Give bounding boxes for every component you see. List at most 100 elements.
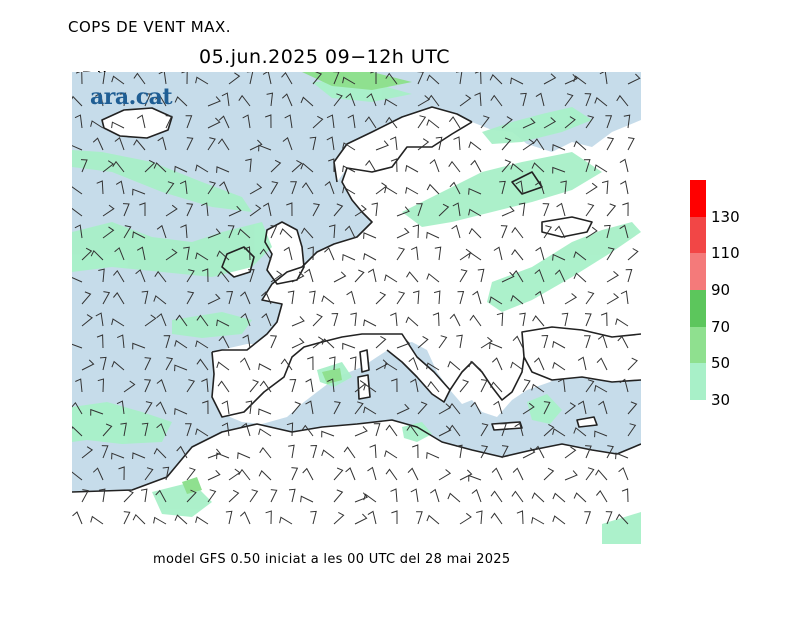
wind-barb (342, 186, 356, 195)
wind-barb (453, 136, 461, 151)
wind-barb (289, 378, 297, 393)
wind-barb (533, 357, 545, 371)
wind-barb (219, 181, 230, 195)
wind-barb (288, 488, 296, 503)
wind-barb (279, 516, 293, 525)
wind-barb (155, 401, 167, 415)
wind-barb (344, 225, 356, 239)
wind-barb (532, 315, 545, 327)
wind-barb (489, 74, 503, 85)
wind-barb (102, 291, 111, 305)
wind-barb (543, 401, 551, 415)
wind-barb (227, 225, 235, 239)
wind-barb (573, 492, 587, 503)
wind-barb (561, 312, 569, 327)
wind-barb (489, 381, 503, 393)
wind-barb (96, 334, 104, 349)
wind-barb (584, 93, 592, 107)
wind-barb (136, 114, 146, 129)
wind-barb (238, 94, 251, 107)
wind-barb (324, 180, 335, 195)
wind-barb (577, 356, 587, 371)
wind-barb (597, 334, 608, 349)
wind-barb (144, 159, 156, 173)
wind-barb (98, 488, 106, 503)
wind-barb (621, 488, 629, 503)
wind-barb (541, 334, 549, 349)
wind-barb (391, 378, 398, 393)
wind-barb (470, 401, 482, 415)
wind-barb (619, 224, 629, 239)
wind-barb (74, 224, 83, 239)
wind-barb (573, 75, 587, 85)
wind-barb (290, 181, 298, 195)
wind-barb (600, 312, 608, 327)
wind-barb (410, 246, 419, 261)
wind-barb (72, 207, 83, 217)
wind-barb (370, 72, 377, 84)
wind-barb (321, 430, 335, 438)
wind-barb (354, 401, 364, 415)
wind-barb (347, 114, 356, 129)
wind-barb (451, 224, 461, 239)
wind-barb (364, 116, 377, 129)
wind-barb (175, 314, 188, 327)
wind-barb (480, 423, 489, 437)
wind-barb (396, 206, 410, 217)
gust-band-50-70 (182, 72, 412, 494)
wind-barb (522, 447, 536, 459)
wind-barb (410, 378, 419, 393)
wind-barb (349, 356, 357, 371)
wind-barb (186, 489, 197, 503)
wind-barb (396, 227, 410, 239)
wind-barb (407, 467, 419, 481)
wind-barb (249, 204, 262, 217)
wind-barb (144, 379, 152, 393)
wind-barb (429, 158, 440, 173)
wind-barb (480, 379, 488, 393)
wind-barb (493, 246, 503, 261)
wind-barb (312, 115, 324, 129)
wind-barb (207, 137, 216, 151)
wind-barb (132, 452, 146, 460)
wind-barb (459, 94, 472, 107)
wind-barb (354, 492, 368, 503)
wind-barb (174, 514, 188, 525)
wind-barb (307, 356, 314, 371)
wind-barb (489, 296, 503, 305)
wind-barb (490, 490, 503, 503)
wind-barb (535, 246, 545, 261)
north-africa-land (72, 420, 641, 544)
wind-barb (390, 312, 398, 327)
wind-barb (221, 422, 230, 437)
wind-barb (300, 495, 314, 503)
wind-barb (412, 444, 419, 459)
wind-barb (286, 422, 294, 437)
wind-barb (564, 93, 574, 107)
wind-barb (406, 424, 419, 437)
wind-barb (396, 338, 411, 349)
wind-barb (201, 378, 209, 393)
wind-barb (321, 295, 335, 305)
wind-barb (120, 422, 127, 437)
wind-barb (165, 357, 174, 371)
wind-barb (165, 248, 178, 261)
wind-barb (474, 92, 482, 107)
wind-barb (564, 73, 578, 85)
wind-barb (321, 449, 335, 459)
wind-barb (261, 313, 272, 327)
wind-barb (531, 162, 545, 173)
wind-barb (141, 290, 149, 305)
wind-barb (195, 252, 209, 261)
wind-barb (622, 202, 629, 217)
wind-barb (195, 164, 209, 173)
wind-barb (183, 246, 190, 261)
wind-barb (201, 268, 209, 283)
wind-barb (226, 290, 234, 305)
ara-cat-logo[interactable]: ara.cat (90, 84, 173, 110)
wind-barb (72, 343, 83, 349)
wind-barb (270, 335, 278, 349)
wind-gust-map[interactable] (72, 72, 641, 544)
wind-barb (270, 159, 282, 173)
wind-barb (510, 162, 524, 173)
